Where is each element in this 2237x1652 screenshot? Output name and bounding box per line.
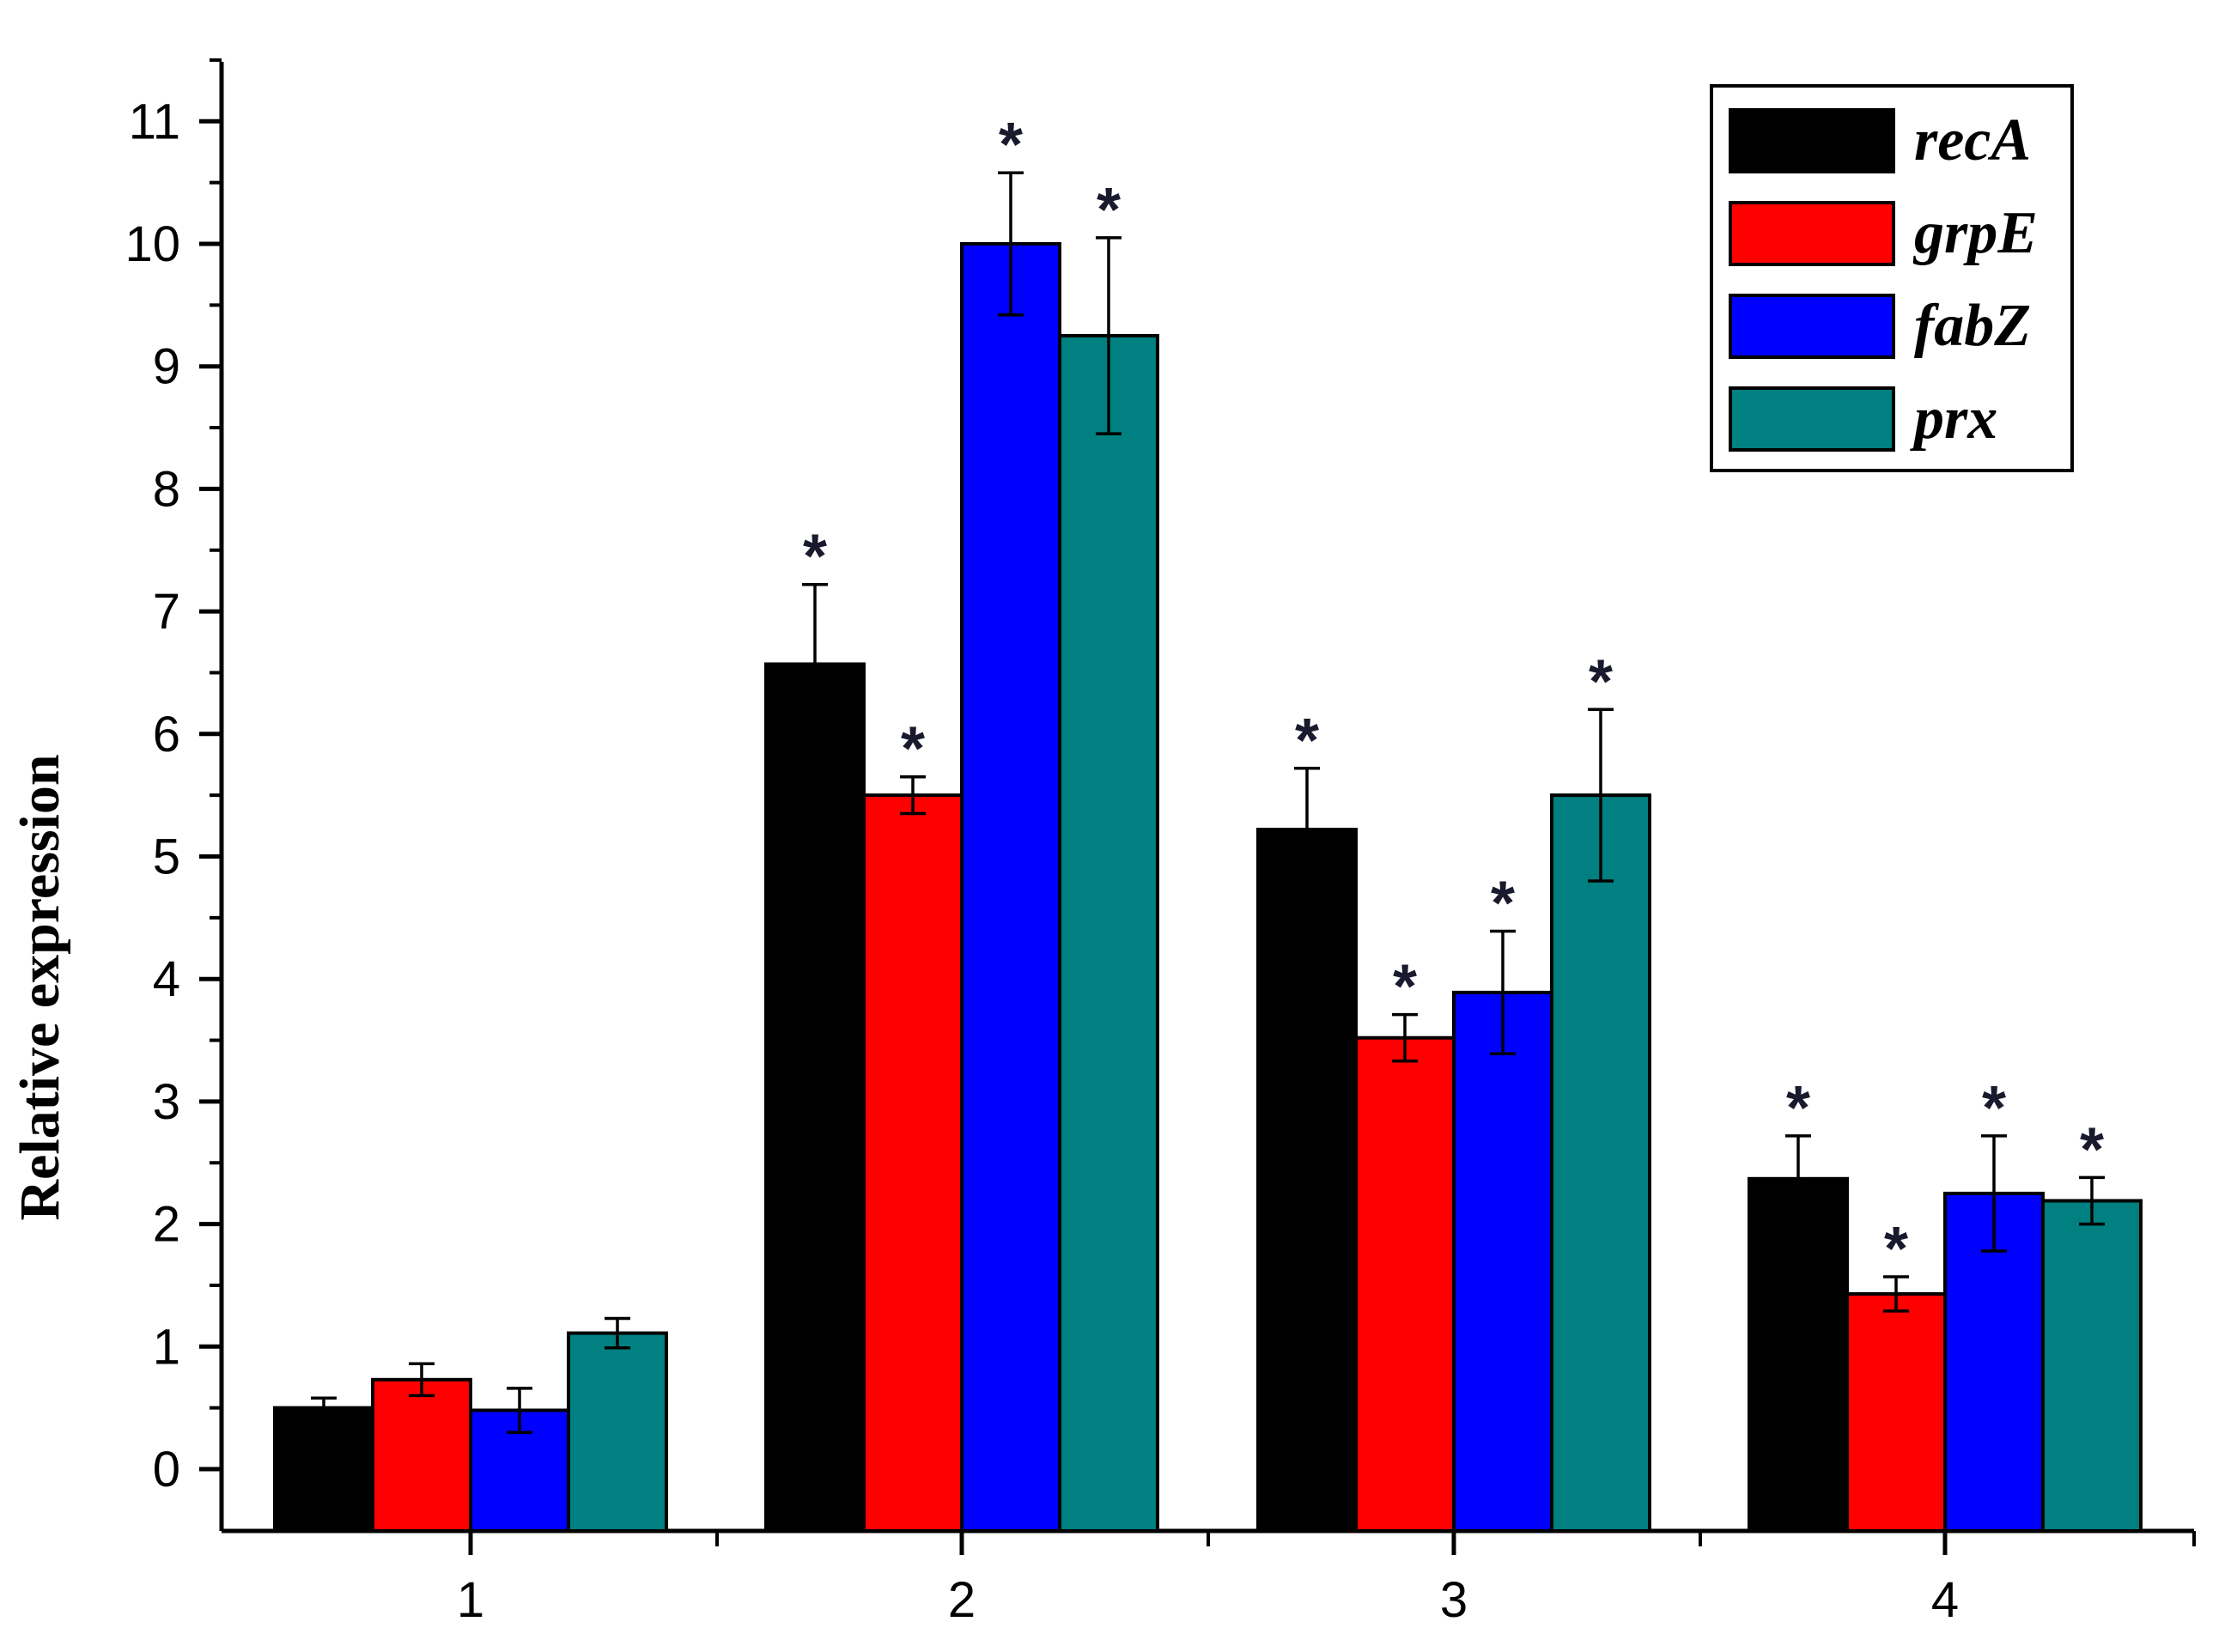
- x-tick-label: 4: [1931, 1572, 1959, 1628]
- y-tick-label: 10: [125, 216, 180, 272]
- bar-recA-3: [1256, 828, 1358, 1533]
- y-tick-label: 7: [153, 584, 180, 640]
- bar-fabZ-3: [1452, 990, 1553, 1533]
- y-tick-label: 5: [153, 829, 180, 885]
- bar-prx-3: [1550, 793, 1651, 1533]
- x-tick-label: 1: [457, 1572, 484, 1628]
- y-tick-label: 11: [129, 94, 180, 149]
- y-axis: 0 1 2 3 4 5 6 7 8 9 10 11: [125, 58, 224, 1531]
- x-tick-label: 2: [948, 1572, 976, 1628]
- y-tick-label: 4: [153, 951, 180, 1007]
- x-tick-label: 3: [1440, 1572, 1468, 1628]
- legend-label-prx: prx: [1910, 386, 1997, 452]
- significance-marker: *: [1097, 176, 1121, 245]
- significance-marker: *: [1884, 1215, 1908, 1284]
- bar-fabZ-2: [960, 242, 1061, 1533]
- bar-recA-2: [764, 662, 866, 1533]
- legend-swatch-grpE: [1729, 201, 1895, 266]
- bar-prx-2: [1058, 334, 1159, 1533]
- significance-marker: *: [1982, 1074, 2006, 1143]
- bar-prx-4: [2041, 1199, 2143, 1534]
- significance-marker: *: [1786, 1074, 1810, 1143]
- bar-grpE-2: [862, 793, 963, 1533]
- y-tick-label: 8: [153, 461, 180, 517]
- y-tick-label: 9: [153, 339, 180, 395]
- significance-marker: *: [1491, 870, 1515, 938]
- legend-swatch-fabZ: [1729, 294, 1895, 359]
- bar-grpE-1: [371, 1377, 472, 1533]
- significance-marker: *: [1393, 953, 1417, 1022]
- y-tick-label: 0: [153, 1442, 180, 1497]
- x-axis: 1 2 3 4: [222, 1528, 2196, 1628]
- bar-recA-1: [273, 1406, 374, 1534]
- legend: recA grpE fabZ prx: [1710, 84, 2074, 472]
- y-axis-title: Relative expression: [9, 754, 71, 1220]
- legend-swatch-prx: [1729, 386, 1895, 452]
- bar-grpE-3: [1354, 1036, 1456, 1534]
- bar-recA-4: [1748, 1176, 1849, 1534]
- significance-marker: *: [901, 715, 925, 784]
- significance-marker: *: [803, 523, 827, 592]
- legend-label-recA: recA: [1914, 107, 2031, 173]
- y-tick-label: 3: [153, 1074, 180, 1130]
- significance-marker: *: [999, 111, 1023, 179]
- significance-marker: *: [1295, 707, 1319, 775]
- significance-marker: *: [2080, 1115, 2104, 1184]
- legend-swatch-recA: [1729, 108, 1895, 173]
- y-tick-label: 6: [153, 707, 180, 762]
- legend-label-grpE: grpE: [1912, 200, 2038, 266]
- bars: * * * * * * * * * * * *: [273, 111, 2143, 1534]
- bar-grpE-4: [1845, 1291, 1947, 1533]
- legend-label-fabZ: fabZ: [1914, 293, 2031, 359]
- significance-marker: *: [1589, 647, 1613, 716]
- y-tick-label: 1: [153, 1319, 180, 1375]
- y-tick-label: 2: [153, 1197, 180, 1253]
- bar-prx-1: [567, 1331, 668, 1534]
